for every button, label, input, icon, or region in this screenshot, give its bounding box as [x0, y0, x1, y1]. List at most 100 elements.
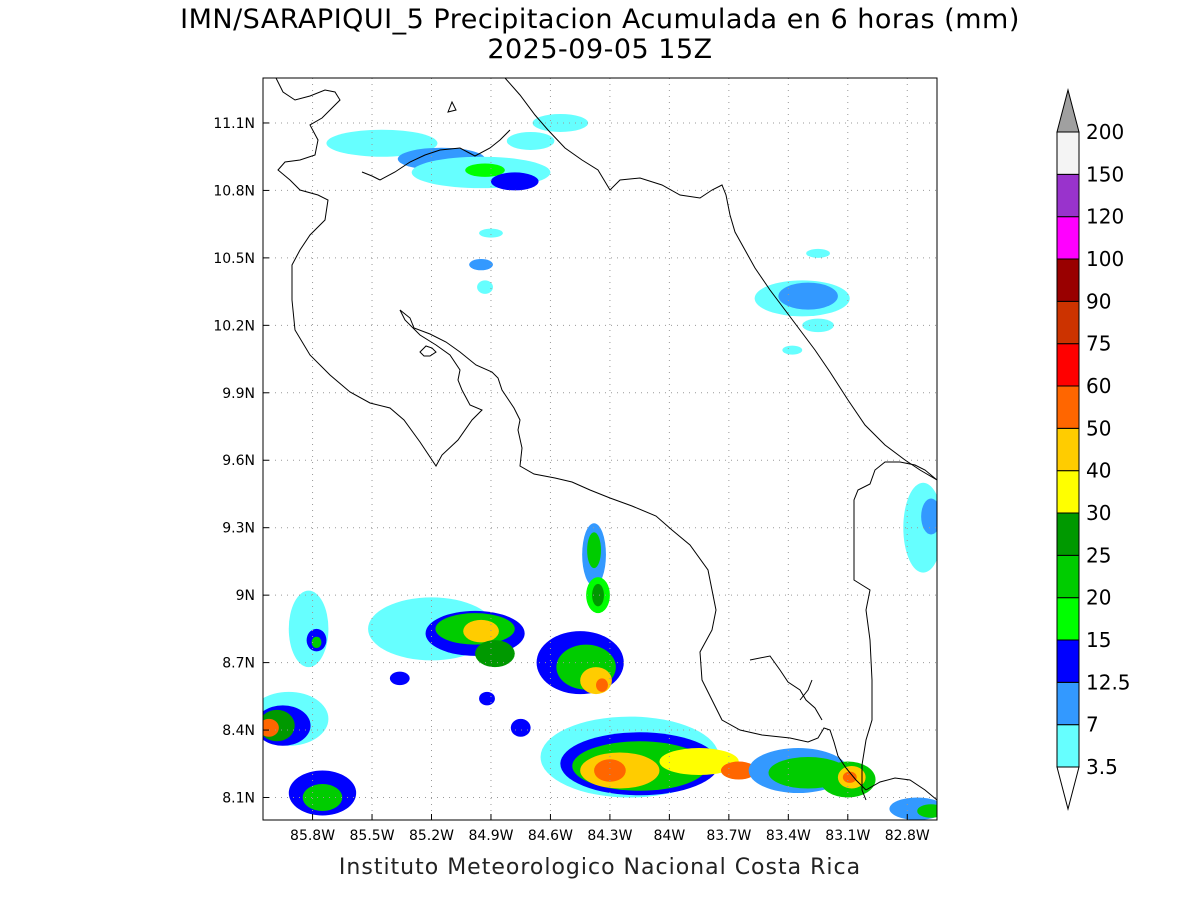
precip-cell-31: [580, 667, 612, 695]
y-tick-label-9: 8.4N: [222, 723, 255, 739]
precip-cell-46: [594, 759, 626, 782]
pacific-coast-north: [275, 78, 483, 467]
y-tick-label-3: 10.2N: [213, 318, 255, 334]
precip-cell-39: [389, 671, 410, 686]
precip-cell-36: [263, 718, 279, 737]
precipitation-field: [263, 113, 937, 820]
colorbar-label-8: 50: [1086, 416, 1111, 440]
colorbar-label-4: 20: [1086, 586, 1111, 610]
chiriqui-coast: [799, 679, 813, 701]
precip-cell-5: [532, 113, 589, 132]
precip-cell-24: [475, 640, 515, 668]
colorbar-label-2: 12.5: [1086, 670, 1131, 694]
colorbar-swatch-8: [1056, 385, 1080, 429]
colorbar-swatch-11: [1056, 258, 1080, 302]
colorbar-swatch-6: [1056, 470, 1080, 514]
x-tick-label-4: 84.6W: [528, 828, 573, 844]
precip-cell-28: [592, 583, 604, 607]
map-title: IMN/SARAPIQUI_5 Precipitacion Acumulada …: [180, 4, 1020, 35]
colorbar-swatch-13: [1056, 173, 1080, 218]
nicoya-island: [419, 345, 437, 357]
colorbar-swatch-12: [1056, 216, 1080, 260]
y-tick-label-4: 9.9N: [222, 386, 255, 402]
y-tick-label-1: 10.8N: [213, 183, 255, 199]
caribbean-coast: [504, 78, 937, 481]
panama-border: [853, 461, 937, 801]
colorbar-label-9: 60: [1086, 374, 1111, 398]
colorbar-swatch-10: [1056, 300, 1080, 345]
map-valid-time: 2025-09-05 15Z: [487, 34, 713, 65]
precip-cell-12: [806, 248, 830, 258]
colorbar-label-1: 7: [1086, 713, 1099, 737]
gulf-of-nicoya-coast: [399, 309, 867, 791]
colorbar-underflow: [1056, 766, 1080, 811]
osa-peninsula-coast: [749, 655, 823, 721]
x-tick-label-6: 84W: [654, 828, 686, 844]
precip-cell-41: [510, 718, 531, 737]
precip-cell-16: [921, 498, 937, 535]
colorbar-label-5: 25: [1086, 543, 1111, 567]
precip-cell-9: [477, 280, 493, 294]
colorbar-label-6: 30: [1086, 501, 1111, 525]
lake-nicaragua-shore: [379, 129, 511, 181]
map-frame: [262, 77, 938, 821]
precip-cell-40: [479, 691, 495, 706]
precip-cell-26: [587, 532, 601, 569]
colorbar-label-12: 100: [1086, 247, 1124, 271]
precip-cell-3: [465, 163, 505, 177]
colorbar-overflow: [1056, 88, 1080, 133]
colorbar-swatch-1: [1056, 681, 1080, 726]
precip-cell-0: [326, 129, 438, 157]
colorbar-swatch-5: [1056, 512, 1080, 556]
y-tick-label-6: 9.3N: [222, 521, 255, 537]
footer-credit: Instituto Meteorologico Nacional Costa R…: [338, 855, 862, 880]
longitude-axis: 85.8W 85.5W 85.2W 84.9W 84.6W 84.3W 84W 83.7W 83…: [290, 814, 930, 844]
colorbar-label-15: 200: [1086, 120, 1124, 144]
x-tick-label-5: 84.3W: [587, 828, 632, 844]
precip-cell-48: [720, 761, 757, 780]
precip-cell-11: [778, 282, 838, 310]
y-tick-label-10: 8.1N: [222, 791, 255, 807]
precip-cell-7: [479, 228, 503, 238]
lake-nicaragua-south: [361, 171, 381, 181]
colorbar-label-14: 150: [1086, 162, 1124, 186]
precip-cell-8: [469, 259, 493, 271]
precip-cell-38: [302, 784, 343, 812]
lake-island: [447, 100, 457, 113]
x-tick-label-8: 83.4W: [766, 828, 811, 844]
x-tick-label-10: 82.8W: [885, 828, 930, 844]
y-tick-label-0: 11.1N: [213, 116, 255, 132]
x-tick-label-9: 83.1W: [825, 828, 870, 844]
colorbar-swatch-9: [1056, 343, 1080, 387]
precip-cell-4: [490, 172, 539, 191]
precip-cell-19: [311, 636, 322, 648]
colorbar-label-11: 90: [1086, 289, 1111, 313]
colorbar-label-0: 3.5: [1086, 755, 1118, 779]
burica-coast: [865, 777, 937, 801]
colorbar-swatch-14: [1056, 131, 1080, 175]
precip-cell-32: [596, 678, 608, 692]
y-tick-label-5: 9.6N: [222, 453, 255, 469]
precip-cell-53: [842, 771, 857, 783]
precip-cell-47: [659, 748, 739, 776]
x-tick-label-1: 85.5W: [350, 828, 395, 844]
colorbar-label-3: 15: [1086, 628, 1111, 652]
colorbar: 3.5 7 12.5 15 20 25 30 40 50 60 75 90 100 120 150 200: [1056, 88, 1131, 811]
colorbar-swatch-4: [1056, 554, 1080, 599]
lat-lon-grid: [263, 78, 937, 820]
colorbar-swatch-7: [1056, 427, 1080, 472]
colorbar-swatch-2: [1056, 639, 1080, 683]
y-tick-label-2: 10.5N: [213, 251, 255, 267]
colorbar-label-10: 75: [1086, 332, 1111, 356]
x-tick-label-7: 83.7W: [706, 828, 751, 844]
latitude-axis: 11.1N 10.8N 10.5N 10.2N 9.9N 9.6N 9.3N 9N 8.7N 8.…: [213, 116, 269, 807]
precip-cell-17: [288, 590, 329, 668]
coastline: [275, 78, 937, 801]
precip-cell-55: [917, 804, 937, 818]
x-tick-label-2: 85.2W: [409, 828, 454, 844]
precip-cell-23: [463, 619, 499, 643]
x-tick-label-3: 84.9W: [468, 828, 513, 844]
x-tick-label-0: 85.8W: [290, 828, 335, 844]
precip-cell-14: [782, 345, 803, 355]
